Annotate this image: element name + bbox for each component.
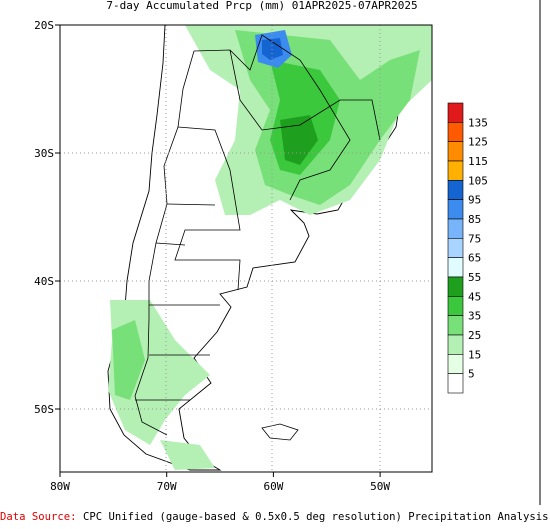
- colorbar-box: [447, 276, 464, 297]
- colorbar-label: 135: [468, 116, 488, 129]
- colorbar-box: [447, 373, 464, 394]
- lat-label: 50S: [34, 403, 54, 416]
- source-label: Data Source:: [0, 511, 77, 523]
- colorbar-label: 25: [468, 329, 481, 342]
- colorbar-box: [447, 354, 464, 374]
- colorbar-box: [447, 199, 464, 220]
- colorbar-label: 95: [468, 194, 481, 207]
- colorbar-box: [447, 218, 464, 239]
- colorbar-label: 15: [468, 348, 481, 361]
- colorbar-box: [447, 334, 464, 355]
- lat-label: 40S: [34, 275, 54, 288]
- colorbar-label: 35: [468, 310, 481, 323]
- map-area: [60, 25, 432, 472]
- lon-label: 60W: [263, 480, 283, 493]
- falklands: [261, 423, 299, 441]
- lon-label: 50W: [370, 480, 390, 493]
- colorbar-box: [447, 257, 464, 278]
- source-text: CPC Unified (gauge-based & 0.5x0.5 deg r…: [83, 511, 549, 523]
- colorbar-label: 105: [468, 174, 488, 187]
- colorbar-box: [447, 122, 464, 142]
- title: 7-day Accumulated Prcp (mm) 01APR2025-07…: [106, 0, 417, 12]
- lat-label: 30S: [34, 147, 54, 160]
- colorbar-label: 75: [468, 232, 481, 245]
- precip-far-south: [160, 440, 215, 470]
- colorbar-box: [447, 238, 464, 258]
- lon-label: 70W: [157, 480, 177, 493]
- colorbar-box: [447, 180, 464, 200]
- colorbar-box: [447, 141, 464, 162]
- northern-borders: [193, 34, 381, 201]
- colorbar-label: 125: [468, 136, 488, 149]
- colorbar-label: 5: [468, 368, 475, 381]
- colorbar-label: 85: [468, 213, 481, 226]
- colorbar-box: [447, 315, 464, 336]
- colorbar-box: [447, 102, 464, 123]
- source-line: Data Source: CPC Unified (gauge-based & …: [0, 511, 549, 523]
- colorbar-label: 65: [468, 252, 481, 265]
- precip-south2: [112, 320, 145, 400]
- colorbar-box: [447, 296, 464, 316]
- colorbar-label: 55: [468, 271, 481, 284]
- map-frame: [59, 24, 433, 473]
- axis-labels: 20S 30S 40S 50S 80W 70W 60W 50W: [34, 19, 390, 493]
- colorbar-label: 115: [468, 155, 488, 168]
- colorbar-box: [447, 160, 464, 181]
- lat-label: 20S: [34, 19, 54, 32]
- colorbar-label: 45: [468, 290, 481, 303]
- lon-label: 80W: [50, 480, 70, 493]
- colorbar: 135 125 115 105 95 85 75 65 55 45 35 25 15 5: [447, 102, 488, 394]
- province-borders: [135, 126, 241, 401]
